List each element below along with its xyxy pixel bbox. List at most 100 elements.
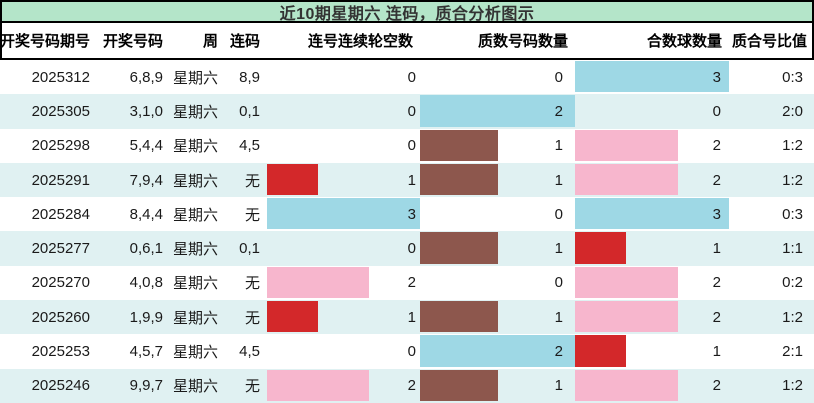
cell-week: 星期六 xyxy=(170,300,225,334)
data-bar xyxy=(575,198,729,230)
cell-skip: 0 xyxy=(267,334,420,368)
cell-period: 2025277 xyxy=(0,231,97,265)
cell-ratio: 0:2 xyxy=(729,266,814,300)
cell-value: 0 xyxy=(407,343,416,361)
cell-week: 星期六 xyxy=(170,231,225,265)
data-bar xyxy=(575,335,627,367)
cell-ratio: 2:1 xyxy=(729,334,814,368)
cell-numbers: 6,8,9 xyxy=(97,60,170,94)
cell-value: 0 xyxy=(712,102,721,120)
cell-week: 星期六 xyxy=(170,60,225,94)
cell-value: 星期六 xyxy=(172,344,218,362)
cell-lianma: 无 xyxy=(225,300,267,334)
cell-value: 2 xyxy=(712,308,721,326)
cell-value: 2 xyxy=(712,274,721,292)
cell-prime: 1 xyxy=(420,369,575,403)
cell-value: 2025291 xyxy=(31,171,90,189)
cell-ratio: 0:3 xyxy=(729,60,814,94)
data-bar xyxy=(575,369,678,401)
data-bar xyxy=(267,163,318,196)
data-bar xyxy=(267,301,318,333)
data-bar xyxy=(267,266,369,299)
cell-composite: 1 xyxy=(575,334,729,368)
cell-lianma: 8,9 xyxy=(225,60,267,94)
cell-value: 无 xyxy=(244,172,260,190)
frame-border-left xyxy=(0,0,2,60)
cell-value: 0 xyxy=(554,205,563,223)
cell-value: 2 xyxy=(554,102,563,120)
cell-value: 3 xyxy=(712,68,721,86)
cell-value: 3 xyxy=(407,205,416,223)
cell-lianma: 4,5 xyxy=(225,334,267,368)
cell-value: 6,8,9 xyxy=(129,68,163,86)
cell-value: 星期六 xyxy=(172,103,218,121)
cell-value: 2 xyxy=(712,171,721,189)
cell-lianma: 0,1 xyxy=(225,94,267,128)
cell-prime: 1 xyxy=(420,231,575,265)
cell-composite: 0 xyxy=(575,94,729,128)
cell-ratio: 1:1 xyxy=(729,231,814,265)
cell-lianma: 无 xyxy=(225,197,267,231)
column-header-prime: 质数号码数量 xyxy=(477,33,568,50)
table-row: 2025298 5,4,4 星期六 4,5 0 1 2 1:2 xyxy=(0,128,814,163)
cell-numbers: 1,9,9 xyxy=(97,300,170,334)
cell-lianma: 无 xyxy=(225,369,267,403)
cell-period: 2025312 xyxy=(0,60,97,94)
cell-prime: 0 xyxy=(420,197,575,231)
cell-numbers: 4,0,8 xyxy=(97,266,170,300)
cell-value: 7,9,4 xyxy=(129,171,163,189)
cell-composite: 1 xyxy=(575,231,729,265)
table-row: 2025260 1,9,9 星期六 无 1 1 2 1:2 xyxy=(0,300,814,335)
cell-value: 0:3 xyxy=(782,205,803,223)
data-bar xyxy=(575,129,678,161)
cell-value: 星期六 xyxy=(172,275,218,293)
cell-value: 1 xyxy=(554,377,563,395)
frame-border-right xyxy=(812,0,814,60)
data-bar xyxy=(575,301,678,333)
column-header-composite: 合数球数量 xyxy=(646,33,722,50)
data-bar xyxy=(420,335,575,367)
cell-value: 1 xyxy=(712,343,721,361)
column-header-lianma: 连码 xyxy=(229,33,260,50)
cell-value: 2025277 xyxy=(31,240,90,258)
column-header-week: 周 xyxy=(202,33,218,50)
cell-value: 0 xyxy=(554,68,563,86)
cell-value: 2025253 xyxy=(31,343,90,361)
cell-period: 2025246 xyxy=(0,369,97,403)
cell-composite: 2 xyxy=(575,266,729,300)
cell-value: 2 xyxy=(407,274,416,292)
cell-value: 8,9 xyxy=(239,68,260,86)
cell-ratio: 2:0 xyxy=(729,94,814,128)
cell-value: 1 xyxy=(712,240,721,258)
cell-numbers: 5,4,4 xyxy=(97,129,170,163)
cell-composite: 3 xyxy=(575,60,729,94)
cell-value: 0 xyxy=(407,137,416,155)
cell-skip: 0 xyxy=(267,129,420,163)
cell-value: 2025246 xyxy=(31,377,90,395)
cell-value: 无 xyxy=(244,275,260,293)
table-row: 2025284 8,4,4 星期六 无 3 0 3 0:3 xyxy=(0,197,814,232)
cell-skip: 0 xyxy=(267,94,420,128)
cell-value: 0 xyxy=(407,240,416,258)
cell-value: 3,1,0 xyxy=(129,102,163,120)
cell-ratio: 1:2 xyxy=(729,129,814,163)
cell-value: 1:2 xyxy=(782,171,803,189)
cell-week: 星期六 xyxy=(170,129,225,163)
cell-value: 星期六 xyxy=(172,309,218,327)
cell-value: 1 xyxy=(554,171,563,189)
cell-value: 2025270 xyxy=(31,274,90,292)
data-bar xyxy=(267,369,369,401)
table-body: 2025312 6,8,9 星期六 8,9 0 0 3 0:3 2025305 3,1,0 星期六 0… xyxy=(0,60,814,403)
cell-prime: 1 xyxy=(420,300,575,334)
cell-value: 1 xyxy=(554,137,563,155)
cell-prime: 1 xyxy=(420,129,575,163)
column-header-period: 开奖号码期号 xyxy=(0,33,90,50)
cell-skip: 1 xyxy=(267,300,420,334)
cell-ratio: 1:2 xyxy=(729,369,814,403)
cell-period: 2025253 xyxy=(0,334,97,368)
cell-value: 2025298 xyxy=(31,137,90,155)
cell-value: 无 xyxy=(244,206,260,224)
cell-value: 无 xyxy=(244,378,260,396)
data-bar xyxy=(420,232,498,264)
